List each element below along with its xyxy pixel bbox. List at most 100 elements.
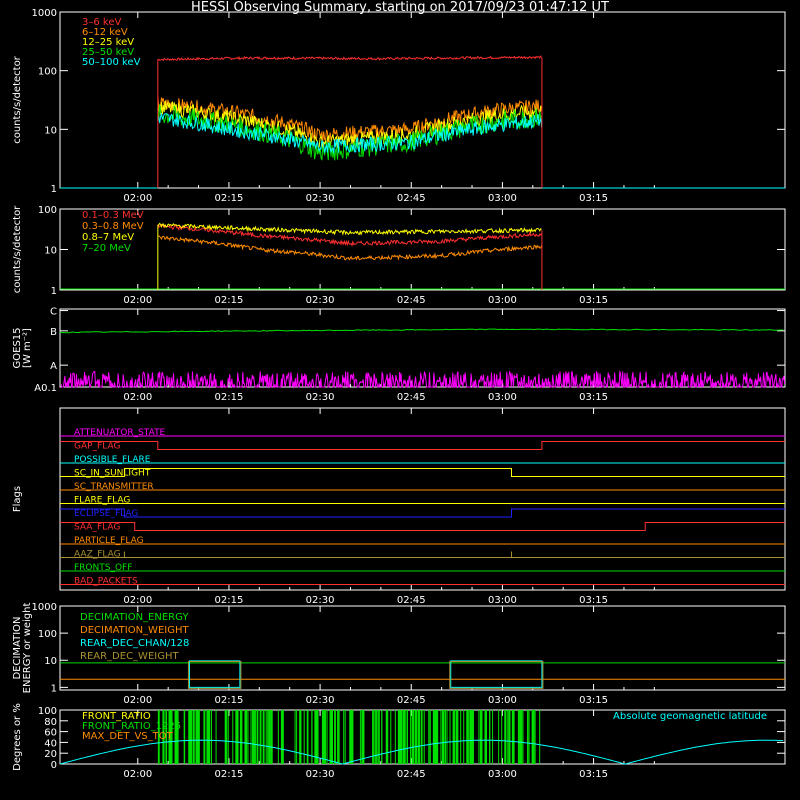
low-energy-legend-entry: 50–100 keV xyxy=(82,57,141,68)
front-ratio-1225-bar xyxy=(378,710,380,764)
front-ratio-1225-bar xyxy=(268,710,271,764)
flags-panel-xtick-label: 02:45 xyxy=(397,595,426,606)
flags-panel-xtick-label: 02:00 xyxy=(123,595,152,606)
front-ratio-1225-bar xyxy=(321,710,325,764)
front-ratio-1225-bar xyxy=(191,710,193,764)
front-ratio-1225-bar xyxy=(245,710,247,764)
front-ratio-1225-bar xyxy=(417,710,420,764)
front-ratio-1225-bar xyxy=(463,710,465,764)
goes-panel-xtick-label: 02:45 xyxy=(397,392,426,403)
goes-series-1 xyxy=(60,370,786,389)
front-ratio-1225-bar xyxy=(338,710,340,764)
front-ratio-1225-bar xyxy=(311,710,313,764)
front-ratio-1225-bar xyxy=(165,710,168,764)
goes-panel-xtick-label: 02:15 xyxy=(215,392,244,403)
front-ratio-1225-bar xyxy=(507,710,509,764)
decimation-panel-frame xyxy=(59,605,786,691)
front-ratio-1225-bar xyxy=(484,710,487,764)
low-energy-panel-ytick-label: 1000 xyxy=(32,8,57,19)
front-ratio-1225-bar xyxy=(176,710,178,764)
front-ratio-1225-bar xyxy=(410,710,412,764)
rear-dec-weight-block xyxy=(187,660,242,689)
flags-panel-xtick-label: 03:15 xyxy=(579,595,608,606)
low-energy-legend-entry: 3–6 keV xyxy=(82,17,121,28)
low-energy-panel-xtick-label: 02:30 xyxy=(306,193,335,204)
front-ratio-1225-bar xyxy=(423,710,425,764)
front-ratio-1225-bar xyxy=(449,710,451,764)
decimation-panel-ytick-label: 100 xyxy=(38,629,57,640)
front-ratio-1225-bar xyxy=(489,710,491,764)
flag-line-6 xyxy=(60,508,785,518)
front-ratio-1225-bar xyxy=(390,710,392,764)
front-ratio-1225-bar xyxy=(235,710,238,764)
front-ratio-1225-bar xyxy=(402,710,406,764)
low-energy-panel-xtick-label: 02:00 xyxy=(123,193,152,204)
low-energy-panel-frame xyxy=(59,11,786,189)
front-ratio-1225-bar xyxy=(259,710,262,764)
flag-label: GAP_FLAG xyxy=(74,442,120,452)
front-ratio-1225-bar xyxy=(498,710,500,764)
ratios-panel-ytick-label: 60 xyxy=(44,728,57,739)
low-energy-legend-entry: 25–50 keV xyxy=(82,47,134,58)
front-ratio-1225-bar xyxy=(195,710,199,764)
front-ratio-1225-bar xyxy=(171,710,173,764)
front-ratio-1225-bar xyxy=(481,710,483,764)
ratios-panel-ylabel: Degrees or % xyxy=(12,703,23,771)
low-energy-legend-entry: 6–12 keV xyxy=(82,27,128,38)
decimation-panel-xtick-label: 02:00 xyxy=(123,695,152,706)
front-ratio-1225-bar xyxy=(349,710,352,764)
low-energy-panel-xtick-label: 02:15 xyxy=(215,193,244,204)
ratios-panel-xtick-label: 03:00 xyxy=(488,769,517,780)
decimation-panel-ytick-label: 1000 xyxy=(32,602,57,613)
flag-label: AAZ_FLAG xyxy=(74,550,121,560)
high-energy-series-2 xyxy=(157,222,542,236)
ratios-legend-entry: MAX_DET_VS_TOT xyxy=(82,731,174,742)
front-ratio-1225-bar xyxy=(267,710,269,764)
front-ratio-1225-bar xyxy=(280,710,284,764)
front-ratio-1225-bar xyxy=(373,710,375,764)
front-ratio-1225-bar xyxy=(323,710,326,764)
rear-dec-chan-block xyxy=(450,660,543,688)
ratios-panel-ytick-label: 40 xyxy=(44,738,57,749)
flag-label: FRONTS_OFF xyxy=(74,563,132,573)
decimation-legend-entry: REAR_DEC_CHAN/128 xyxy=(80,638,189,649)
front-ratio-1225-bar xyxy=(397,710,401,764)
decimation-legend-entry: DECIMATION_WEIGHT xyxy=(80,625,189,636)
front-ratio-1225-bar xyxy=(435,710,439,764)
front-ratio-1225-bar xyxy=(413,710,415,764)
front-ratio-1225-bar xyxy=(375,710,377,764)
ratios-panel-ytick-label: 100 xyxy=(38,706,57,717)
low-energy-panel-ytick-label: 1 xyxy=(51,184,57,195)
high-energy-panel-xtick-label: 02:15 xyxy=(215,295,244,306)
front-ratio-1225-bar xyxy=(534,710,536,764)
front-ratio-1225-bar xyxy=(470,710,474,764)
flags-panel-ylabel: Flags xyxy=(12,486,23,512)
front-ratio-1225-bar xyxy=(466,710,469,764)
front-ratio-1225-bar xyxy=(206,710,209,764)
ratios-panel-xtick-label: 03:15 xyxy=(579,769,608,780)
front-ratio-1225-bar xyxy=(256,710,259,764)
front-ratio-1225-bar xyxy=(517,710,520,764)
decimation-panel-xtick-label: 02:15 xyxy=(215,695,244,706)
decimation-panel-xtick-label: 03:00 xyxy=(488,695,517,706)
rear-dec-weight-block xyxy=(449,660,544,689)
front-ratio-1225-bar xyxy=(157,710,160,764)
geomagnetic-latitude-line xyxy=(59,739,784,765)
high-energy-panel-xtick-label: 03:00 xyxy=(488,295,517,306)
high-energy-panel-xtick-label: 02:45 xyxy=(397,295,426,306)
front-ratio-1225-bar xyxy=(224,710,227,764)
front-ratio-1225-bar xyxy=(198,710,200,764)
front-ratio-1225-bar xyxy=(443,710,445,764)
geomagnetic-latitude-annotation: Absolute geomagnetic latitude xyxy=(613,711,767,722)
front-ratio-1225-bar xyxy=(361,710,365,764)
flag-line-7 xyxy=(60,522,785,531)
high-energy-panel-ylabel: counts/s/detector xyxy=(12,205,23,293)
flags-panel-xtick-label: 02:15 xyxy=(215,595,244,606)
flag-label: SC_IN_SUNLIGHT xyxy=(74,469,151,479)
flag-label: BAD_PACKETS xyxy=(74,577,138,587)
front-ratio-1225-bar xyxy=(317,710,319,764)
front-ratio-1225-bar xyxy=(277,710,279,764)
decimation-panel-ylabel: DECIMATION xyxy=(12,616,23,679)
front-ratio-1225-bar xyxy=(400,710,402,764)
high-energy-legend-entry: 0.3–0.8 MeV xyxy=(82,221,144,232)
